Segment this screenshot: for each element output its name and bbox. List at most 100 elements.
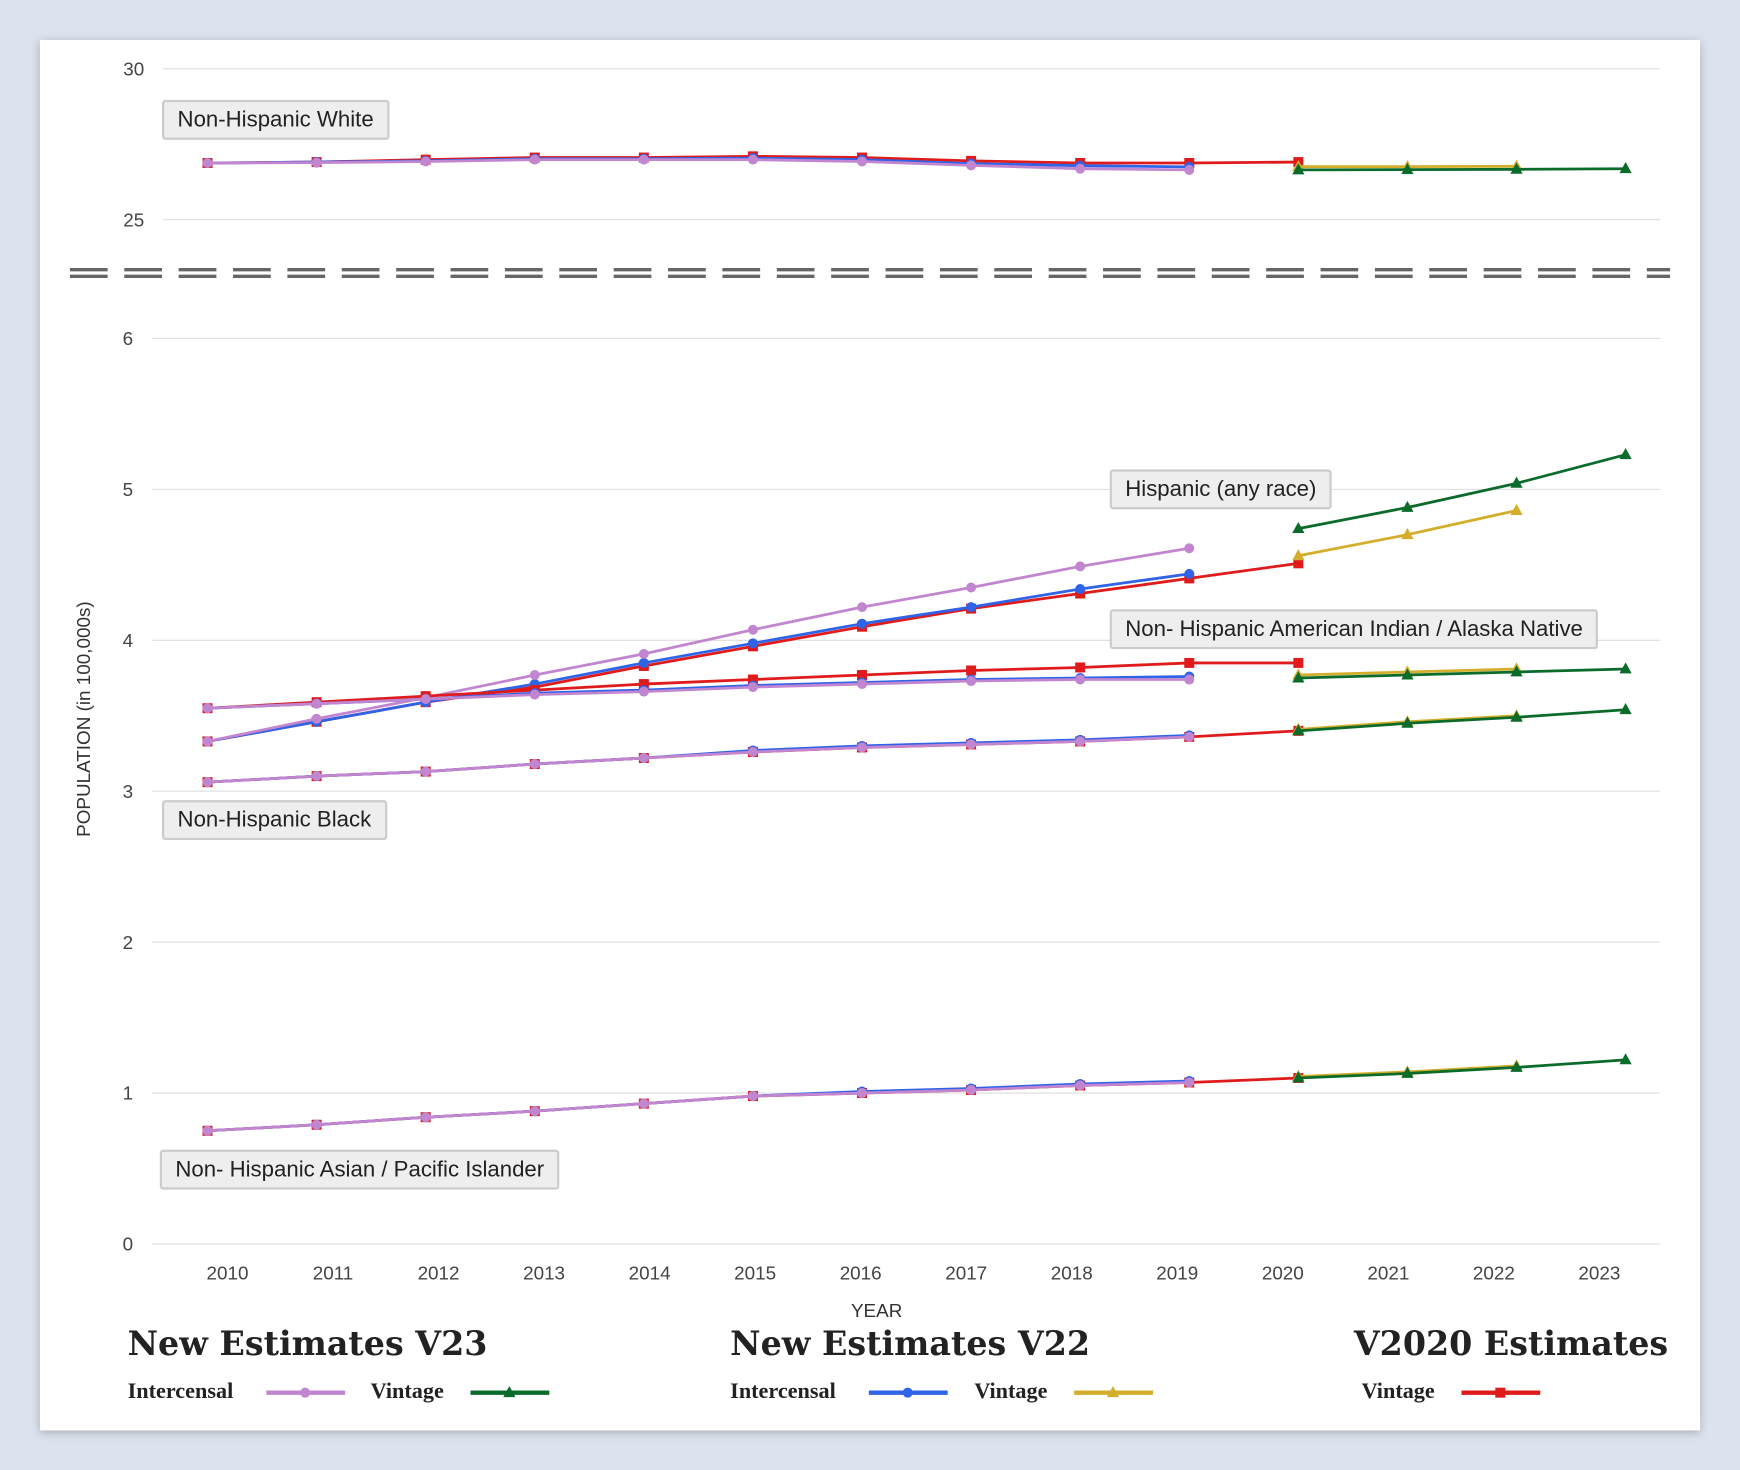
legend-swatch-v2020_vintage xyxy=(1461,1387,1541,1398)
data-point xyxy=(1075,583,1086,594)
data-point xyxy=(1184,568,1195,579)
data-point xyxy=(1619,448,1632,460)
series-line xyxy=(207,1076,1299,1133)
data-point xyxy=(1075,163,1086,174)
data-point xyxy=(311,713,322,724)
data-point xyxy=(420,694,431,705)
x-tick-label: 2012 xyxy=(418,1262,460,1283)
data-point xyxy=(1184,731,1195,742)
x-tick-label: 2010 xyxy=(207,1262,249,1283)
x-tick-label: 2017 xyxy=(945,1262,987,1283)
data-point xyxy=(1510,665,1523,677)
data-point xyxy=(747,682,758,693)
data-point xyxy=(1075,662,1086,673)
group-label-aian: Non- Hispanic American Indian / Alaska N… xyxy=(1109,609,1599,650)
data-point xyxy=(747,624,758,635)
data-point xyxy=(1510,710,1523,722)
data-point xyxy=(1401,716,1414,728)
legend-label-v2020-vintage: Vintage xyxy=(1361,1379,1435,1404)
series-v23_vintage xyxy=(1292,448,1632,534)
legend-label-v22-intercensal: Intercensal xyxy=(730,1379,836,1404)
series-v22_intercensal xyxy=(202,671,1195,714)
y-tick-label: 4 xyxy=(123,630,134,651)
series-v23_intercensal xyxy=(202,154,1195,175)
y-tick-label: 30 xyxy=(123,58,144,79)
data-point xyxy=(1401,668,1414,680)
data-point xyxy=(857,156,868,167)
data-point xyxy=(1184,657,1195,668)
x-tick-label: 2021 xyxy=(1367,1262,1409,1283)
x-tick-label: 2018 xyxy=(1051,1262,1093,1283)
series-line xyxy=(207,1081,1190,1133)
legend-title-v22: New Estimates V22 xyxy=(730,1324,1091,1364)
data-point xyxy=(638,657,649,668)
data-point xyxy=(1510,162,1523,174)
y-tick-label: 2 xyxy=(123,932,134,953)
data-point xyxy=(1292,163,1305,175)
data-point xyxy=(747,674,758,685)
series-v23_vintage xyxy=(1292,662,1632,683)
series-line xyxy=(207,561,1299,743)
data-point xyxy=(1401,500,1414,512)
data-point xyxy=(1510,1060,1523,1072)
series-line xyxy=(207,678,1190,710)
legend-swatch-v22_intercensal xyxy=(868,1387,948,1398)
x-tick-label: 2014 xyxy=(629,1262,671,1283)
data-point xyxy=(1075,1080,1086,1091)
legend-marker-icon xyxy=(1106,1386,1120,1398)
data-point xyxy=(857,602,868,613)
group-label-hispanic: Hispanic (any race) xyxy=(1109,469,1332,510)
data-point xyxy=(529,154,540,165)
series-line xyxy=(1298,667,1626,680)
series-v23_intercensal xyxy=(202,674,1195,714)
series-v22_vintage xyxy=(1292,503,1523,561)
legend-marker-icon xyxy=(1495,1387,1506,1398)
data-point xyxy=(1293,558,1304,569)
y-tick-label: 1 xyxy=(123,1083,134,1104)
data-point xyxy=(1510,476,1523,488)
data-point xyxy=(1184,164,1195,175)
data-point xyxy=(747,154,758,165)
data-point xyxy=(1292,521,1305,534)
series-v2020_vintage xyxy=(202,558,1304,747)
x-tick-label: 2019 xyxy=(1156,1262,1198,1283)
data-point xyxy=(311,771,322,782)
y-tick-label: 3 xyxy=(123,781,134,802)
data-point xyxy=(1619,703,1632,715)
data-point xyxy=(1619,662,1632,674)
data-point xyxy=(857,618,868,629)
data-point xyxy=(747,1091,758,1102)
data-point xyxy=(202,1125,213,1136)
data-point xyxy=(311,698,322,709)
group-label-white: Non-Hispanic White xyxy=(162,99,390,140)
data-point xyxy=(311,157,322,168)
series-line xyxy=(207,546,1190,743)
x-tick-label: 2015 xyxy=(734,1262,776,1283)
data-point xyxy=(1292,549,1305,561)
data-point xyxy=(1184,543,1195,554)
data-point xyxy=(857,670,868,681)
x-tick-label: 2016 xyxy=(840,1262,882,1283)
data-point xyxy=(1619,1053,1632,1065)
data-point xyxy=(1075,736,1086,747)
series-line xyxy=(1298,708,1626,733)
series-v23_intercensal xyxy=(202,731,1195,788)
legend-swatch-v23_intercensal xyxy=(266,1387,346,1398)
y-tick-label: 25 xyxy=(123,209,144,230)
group-label-asian: Non- Hispanic Asian / Pacific Islander xyxy=(159,1149,560,1190)
data-point xyxy=(1292,1071,1305,1083)
series-v23_vintage xyxy=(1292,162,1632,175)
data-point xyxy=(1075,561,1086,572)
x-tick-label: 2020 xyxy=(1262,1262,1304,1283)
data-point xyxy=(638,648,649,659)
data-point xyxy=(202,777,213,788)
series-line xyxy=(1298,453,1626,530)
data-point xyxy=(1184,674,1195,685)
series-line xyxy=(1298,1058,1626,1080)
legend-label-v22-vintage: Vintage xyxy=(974,1379,1048,1404)
data-point xyxy=(638,753,649,764)
legend-marker-icon xyxy=(300,1387,311,1398)
x-axis-label: YEAR xyxy=(851,1300,902,1321)
legend-label-v23-intercensal: Intercensal xyxy=(127,1379,234,1404)
